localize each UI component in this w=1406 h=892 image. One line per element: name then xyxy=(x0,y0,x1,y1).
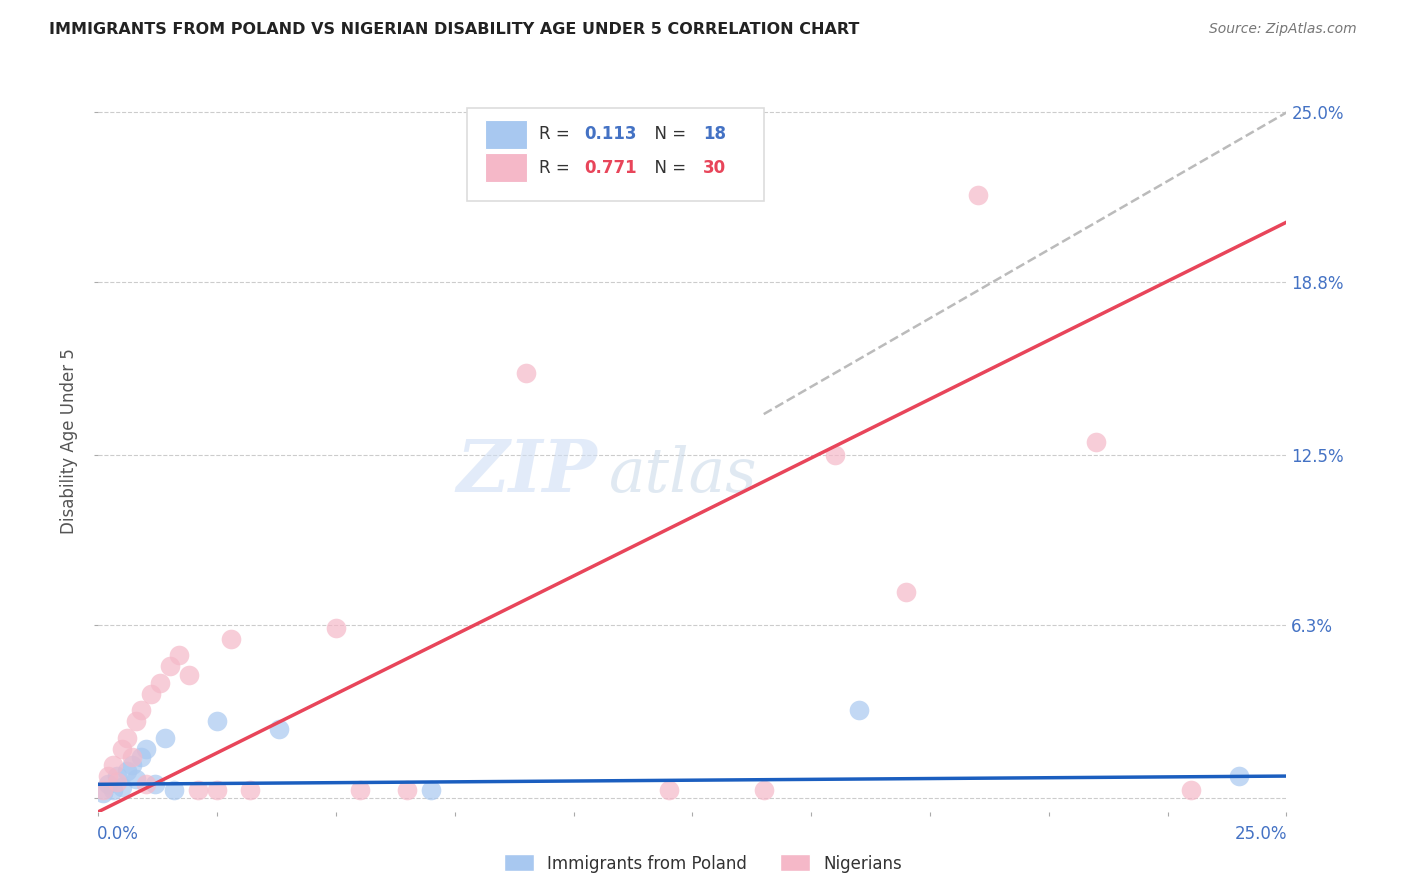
Point xyxy=(1180,782,1202,797)
Point xyxy=(325,621,347,635)
Text: 25.0%: 25.0% xyxy=(1236,825,1288,843)
Point xyxy=(1085,434,1108,449)
Point xyxy=(97,777,120,791)
Point xyxy=(167,648,190,663)
Point xyxy=(752,782,775,797)
Point xyxy=(121,750,143,764)
Point xyxy=(163,782,186,797)
Point xyxy=(135,777,157,791)
Text: 0.771: 0.771 xyxy=(585,159,637,177)
Point xyxy=(177,667,200,681)
Point xyxy=(515,366,537,380)
Text: 0.0%: 0.0% xyxy=(97,825,139,843)
FancyBboxPatch shape xyxy=(485,153,527,182)
Point xyxy=(187,782,209,797)
FancyBboxPatch shape xyxy=(485,120,527,149)
Text: Source: ZipAtlas.com: Source: ZipAtlas.com xyxy=(1209,22,1357,37)
Text: 0.113: 0.113 xyxy=(585,125,637,144)
Point xyxy=(115,764,138,778)
Text: R =: R = xyxy=(538,159,575,177)
Text: 18: 18 xyxy=(703,125,725,144)
Point xyxy=(658,782,681,797)
Text: atlas: atlas xyxy=(609,445,758,505)
Point xyxy=(111,741,134,756)
Point xyxy=(267,723,290,737)
Point xyxy=(149,676,172,690)
Text: IMMIGRANTS FROM POLAND VS NIGERIAN DISABILITY AGE UNDER 5 CORRELATION CHART: IMMIGRANTS FROM POLAND VS NIGERIAN DISAB… xyxy=(49,22,859,37)
Point xyxy=(107,774,129,789)
Point xyxy=(101,782,124,797)
Point xyxy=(848,703,870,717)
Point xyxy=(966,187,988,202)
Point xyxy=(125,714,148,729)
Point xyxy=(97,769,120,783)
Point xyxy=(153,731,176,745)
Point xyxy=(125,772,148,786)
Point xyxy=(1227,769,1250,783)
FancyBboxPatch shape xyxy=(467,109,763,201)
Point xyxy=(101,758,124,772)
Text: ZIP: ZIP xyxy=(457,435,598,507)
Point xyxy=(129,703,152,717)
Point xyxy=(111,780,134,794)
Point xyxy=(107,769,129,783)
Point xyxy=(349,782,371,797)
Point xyxy=(159,659,181,673)
Point xyxy=(145,777,167,791)
Legend: Immigrants from Poland, Nigerians: Immigrants from Poland, Nigerians xyxy=(496,847,910,880)
Point xyxy=(396,782,419,797)
Point xyxy=(824,448,846,462)
Point xyxy=(135,741,157,756)
Point xyxy=(239,782,262,797)
Text: 30: 30 xyxy=(703,159,727,177)
Point xyxy=(91,782,114,797)
Point xyxy=(115,731,138,745)
Point xyxy=(139,687,162,701)
Point xyxy=(91,785,114,799)
Point xyxy=(207,714,229,729)
Point xyxy=(121,758,143,772)
Point xyxy=(221,632,243,646)
Text: R =: R = xyxy=(538,125,575,144)
Text: N =: N = xyxy=(644,125,692,144)
Text: N =: N = xyxy=(644,159,692,177)
Y-axis label: Disability Age Under 5: Disability Age Under 5 xyxy=(60,349,79,534)
Point xyxy=(896,585,918,599)
Point xyxy=(420,782,443,797)
Point xyxy=(207,782,229,797)
Point xyxy=(129,750,152,764)
